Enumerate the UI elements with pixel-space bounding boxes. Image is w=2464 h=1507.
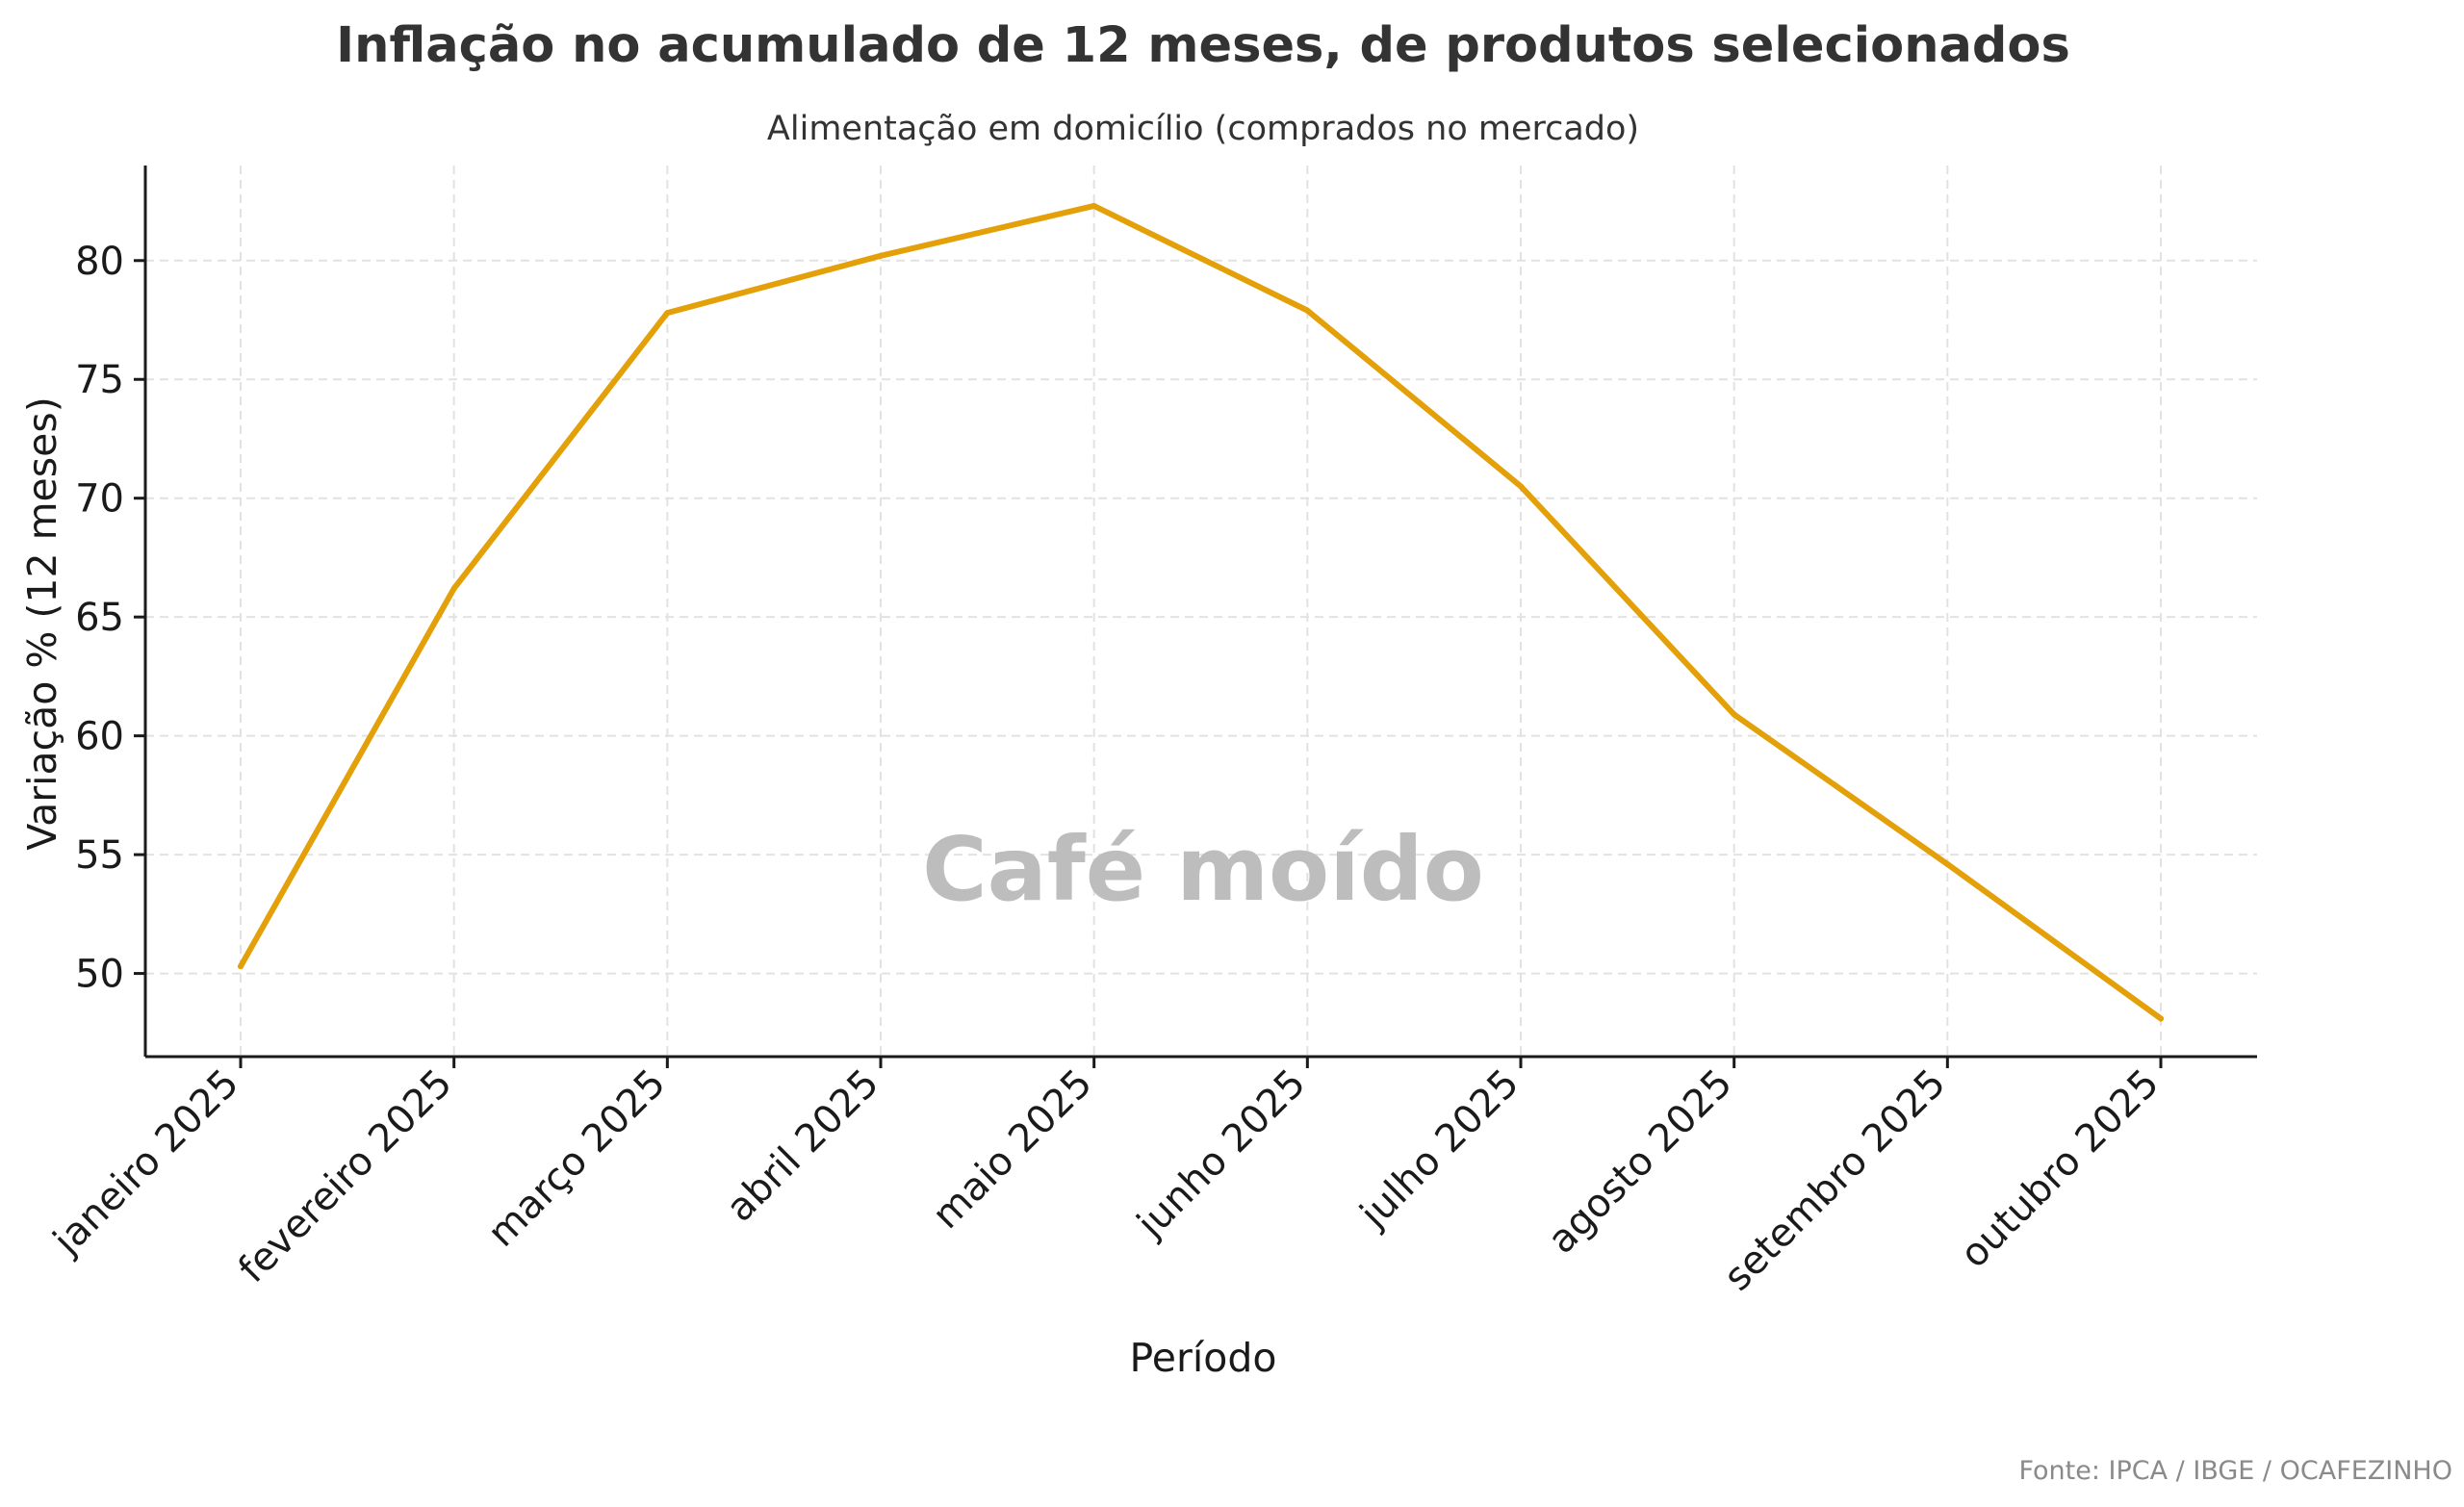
x-tick-label: outubro 2025 <box>1952 1061 2168 1277</box>
data-point <box>1944 860 1951 867</box>
x-tick-label: julho 2025 <box>1351 1061 1527 1238</box>
x-tick-label: abril 2025 <box>718 1061 887 1231</box>
data-point <box>1518 483 1524 490</box>
grid <box>145 166 2257 1057</box>
x-axis-label: Período <box>1130 1335 1277 1381</box>
axes <box>143 166 2257 1059</box>
y-tick-label: 65 <box>75 596 124 640</box>
y-tick-label: 50 <box>75 953 124 997</box>
data-point <box>450 585 457 592</box>
series <box>238 202 2164 1022</box>
data-point <box>2158 1015 2164 1022</box>
y-axis-label: Variação % (12 meses) <box>19 396 65 850</box>
y-ticks: 50 55 60 65 70 75 80 <box>75 240 145 997</box>
data-point <box>878 252 884 259</box>
x-tick-label: agosto 2025 <box>1540 1061 1741 1263</box>
chart-title: Inflação no acumulado de 12 meses, de pr… <box>336 17 2070 74</box>
y-tick-label: 55 <box>75 833 124 878</box>
series-line <box>238 202 2164 1022</box>
data-point <box>1091 202 1097 209</box>
x-tick-label: maio 2025 <box>924 1061 1101 1239</box>
source-note: Fonte: IPCA / IBGE / OCAFEZINHO <box>2018 1456 2452 1486</box>
y-tick-label: 60 <box>75 715 124 759</box>
x-tick-label: fevereiro 2025 <box>230 1061 461 1292</box>
x-tick-label: março 2025 <box>479 1061 674 1256</box>
y-tick-label: 75 <box>75 358 124 402</box>
y-tick-label: 80 <box>75 240 124 284</box>
y-tick-label: 70 <box>75 477 124 522</box>
data-point <box>1731 711 1737 718</box>
data-point <box>1304 307 1311 314</box>
x-tick-label: junho 2025 <box>1128 1061 1314 1247</box>
data-point <box>238 963 244 970</box>
x-tick-label: janeiro 2025 <box>44 1061 247 1264</box>
chart-subtitle: Alimentação em domicílio (comprados no m… <box>767 110 1639 148</box>
x-tick-label: setembro 2025 <box>1715 1061 1954 1300</box>
data-point <box>664 310 671 317</box>
series-annotation: Café moído <box>922 818 1484 921</box>
